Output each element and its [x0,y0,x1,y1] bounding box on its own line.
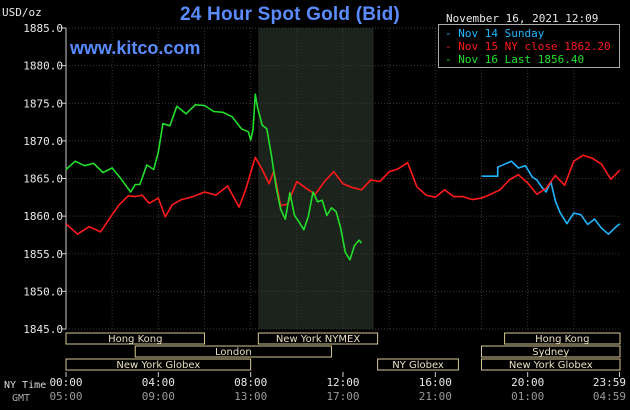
x-tick-label-ny: 20:00 [511,376,544,389]
session-bar [65,332,205,345]
session-label: London [215,347,252,358]
x-tick-label-gmt: 13:00 [234,390,267,403]
series-line-2 [65,154,621,235]
legend-entry-nov15: - Nov 15 NY close 1862.20 [445,40,611,53]
session-label: Hong Kong [108,334,162,345]
unit-label: USD/oz [2,6,42,19]
x-tick-label-ny: 08:00 [234,376,267,389]
x-tick-label-ny: 23:59 [593,376,626,389]
legend: - Nov 14 Sunday - Nov 15 NY close 1862.2… [438,24,620,68]
x-tick-label-gmt: 04:59 [593,390,626,403]
session-label: New York NYMEX [276,334,361,345]
legend-entry-nov16: - Nov 16 Last 1856.40 [445,53,585,66]
chart-title: 24 Hour Spot Gold (Bid) [180,4,400,25]
y-tick-label: 1870.0 [23,135,63,148]
y-tick-label: 1845.0 [23,323,63,336]
ny-time-label: NY Time [4,380,47,391]
x-tick-label-gmt: 17:00 [326,390,359,403]
timestamp: November 16, 2021 12:09 [446,12,599,25]
session-bar [481,358,621,371]
y-tick-label: 1875.0 [23,97,63,110]
session-bar [481,345,621,358]
y-tick-label: 1865.0 [23,173,63,186]
session-bar [65,358,252,371]
y-axis-ticks: 1885.0 1880.0 1875.0 1870.0 1865.0 1860.0 1855… [23,22,67,336]
session-bar [134,345,332,358]
session-label: Sydney [532,347,569,358]
session-bar [377,358,459,371]
y-tick-label: 1860.0 [23,210,63,223]
gmt-label: GMT [12,393,31,404]
y-tick-label: 1855.0 [23,248,63,261]
x-tick-label-gmt: 09:00 [142,390,175,403]
x-tick-label-gmt: 01:00 [511,390,544,403]
x-tick-label-ny: 16:00 [419,376,452,389]
y-tick-label: 1885.0 [23,22,63,35]
y-tick-label: 1850.0 [23,285,63,298]
session-label: New York Globex [116,360,200,371]
x-tick-label-gmt: 05:00 [49,390,82,403]
gridlines [66,27,620,330]
x-tick-label-ny: 00:00 [49,376,82,389]
legend-entry-nov14: - Nov 14 Sunday [445,27,545,40]
session-bar [257,332,379,345]
x-tick-label-gmt: 21:00 [419,390,452,403]
series-line-3 [65,93,363,261]
x-tick-label-ny: 04:00 [142,376,175,389]
session-label: NY Globex [392,360,444,371]
market-sessions: Hong Kong London New York Globex New York N… [65,332,621,371]
y-tick-label: 1880.0 [23,60,63,73]
watermark-url: www.kitco.com [70,38,201,58]
session-label: New York Globex [509,360,593,371]
session-label: Hong Kong [535,334,589,345]
x-tick-label-ny: 12:00 [326,376,359,389]
price-series [65,93,621,261]
session-bar [504,332,621,345]
